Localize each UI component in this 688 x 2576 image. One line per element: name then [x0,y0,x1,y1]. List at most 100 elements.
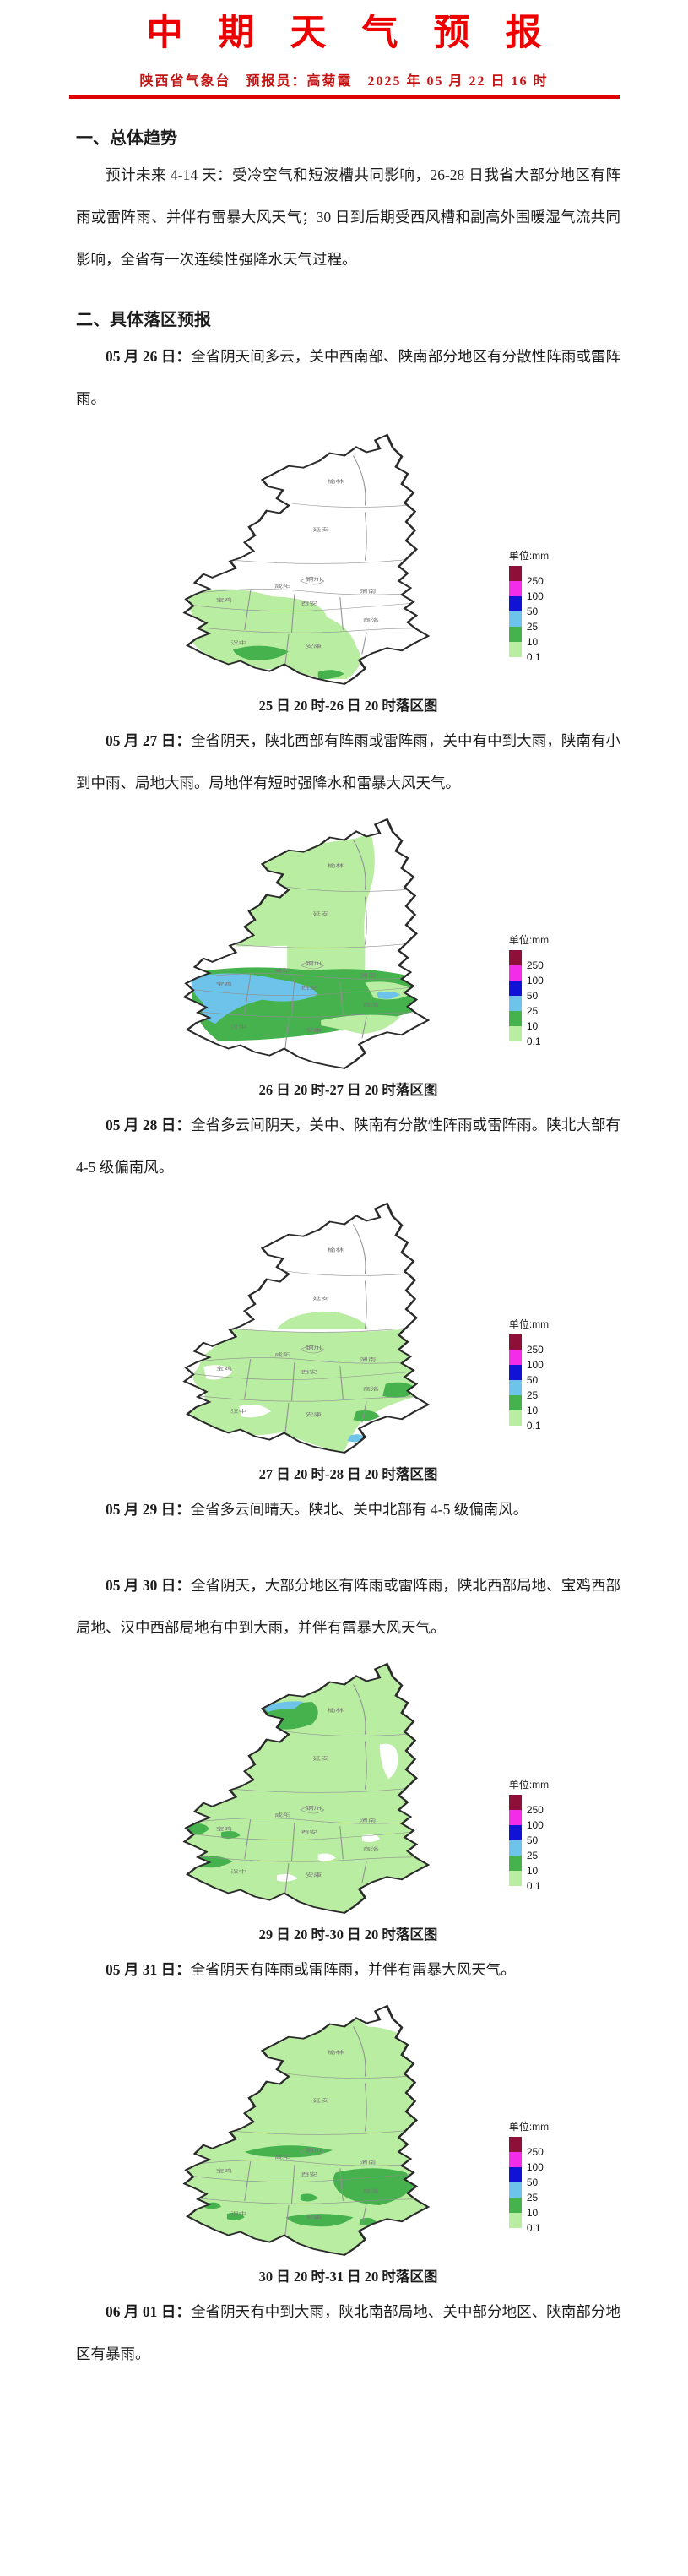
svg-text:安康: 安康 [306,1872,322,1878]
svg-text:汉中: 汉中 [230,1408,246,1414]
legend-color-bar: 250 100 50 25 10 0.1 [508,2137,544,2233]
forecast-paragraph-0601: 06 月 01 日：全省阴天有中到大雨，陕北南部局地、关中部分地区、陕南部分地区… [76,2291,620,2375]
legend-tick-label: 0.1 [526,2222,541,2234]
svg-text:榆林: 榆林 [328,2049,344,2055]
legend-swatch [508,1380,522,1395]
legend-tick-label: 50 [526,2177,539,2188]
legend-tick-label: 10 [526,2207,539,2219]
svg-text:榆林: 榆林 [328,1707,344,1713]
map-caption: 26 日 20 时-27 日 20 时落区图 [258,1082,438,1098]
svg-text:汉中: 汉中 [230,2210,246,2216]
legend-swatch [508,2152,522,2167]
forecast-date: 05 月 28 日： [106,1117,191,1133]
legend-swatch [508,1395,522,1410]
legend-swatch [508,611,522,627]
precip-map-figure-3: 榆林 延安 铜川 渭南 咸阳 宝鸡 西安 商洛 安康 汉中 单位:mm 250 100 50 25 10 0… [76,1198,620,1483]
svg-text:咸阳: 咸阳 [274,967,290,973]
legend-tick-label: 100 [526,590,544,602]
svg-text:宝鸡: 宝鸡 [216,981,232,987]
legend-unit-label: 单位:mm [508,1779,550,1791]
svg-text:榆林: 榆林 [328,478,344,484]
map-caption: 25 日 20 时-26 日 20 时落区图 [258,698,438,714]
legend-tick-label: 10 [526,1865,539,1877]
legend-swatch [508,1795,522,1810]
svg-text:宝鸡: 宝鸡 [216,597,232,603]
document-content: 一、总体趋势 预计未来 4-14 天：受冷空气和短波槽共同影响，26-28 日我… [0,124,688,2375]
legend-tick-label: 0.1 [526,1035,541,1047]
legend-unit-label: 单位:mm [508,550,550,562]
legend-swatch [508,627,522,642]
legend-tick-label: 50 [526,990,539,1002]
forecast-date: 05 月 31 日： [106,1961,191,1978]
legend-tick-label: 25 [526,621,539,633]
legend-swatch [508,1871,522,1886]
svg-text:渭南: 渭南 [360,1817,376,1823]
svg-text:咸阳: 咸阳 [274,583,290,589]
forecast-date: 05 月 26 日： [106,348,191,365]
svg-text:安康: 安康 [306,1412,322,1418]
legend-swatch [508,642,522,657]
svg-text:西安: 西安 [301,601,317,606]
precip-legend: 单位:mm 250 100 50 25 10 0.1 [508,932,550,1046]
legend-swatch [508,1410,522,1426]
svg-text:渭南: 渭南 [360,1356,376,1362]
legend-tick-label: 10 [526,1020,539,1032]
legend-tick-label: 25 [526,2192,539,2204]
section-heading-detail: 二、具体落区预报 [76,311,211,329]
svg-text:商洛: 商洛 [363,1386,379,1392]
svg-text:西安: 西安 [301,985,317,991]
forecast-date: 06 月 01 日： [106,2303,191,2320]
svg-text:咸阳: 咸阳 [274,1351,290,1357]
svg-text:安康: 安康 [306,1028,322,1034]
svg-text:铜川: 铜川 [306,1345,322,1350]
svg-text:商洛: 商洛 [363,1002,379,1008]
precip-legend: 单位:mm 250 100 50 25 10 0.1 [508,548,550,662]
svg-text:咸阳: 咸阳 [274,2154,290,2160]
precip-map-figure-2: 榆林 延安 铜川 渭南 咸阳 宝鸡 西安 商洛 安康 汉中 单位:mm 250 100 50 25 10 0… [76,814,620,1099]
forecast-paragraph-0527: 05 月 27 日：全省阴天，陕北西部有阵雨或雷阵雨，关中有中到大雨，陕南有小到… [76,720,620,804]
legend-tick-label: 10 [526,636,539,648]
svg-text:延安: 延安 [312,910,328,916]
legend-swatch [508,596,522,611]
legend-color-bar: 250 100 50 25 10 0.1 [508,566,544,662]
forecast-text: 全省阴天间多云，关中西南部、陕南部分地区有分散性阵雨或雷阵雨。 [76,348,621,407]
legend-color-bar: 250 100 50 25 10 0.1 [508,950,544,1046]
svg-text:汉中: 汉中 [230,639,246,645]
legend-tick-label: 0.1 [526,1880,541,1892]
legend-tick-label: 25 [526,1389,539,1401]
legend-tick-label: 25 [526,1005,539,1017]
legend-swatch [508,1365,522,1380]
legend-swatch [508,2137,522,2152]
svg-text:铜川: 铜川 [306,2147,322,2153]
map-caption: 29 日 20 时-30 日 20 时落区图 [258,1927,438,1943]
svg-text:咸阳: 咸阳 [274,1812,290,1818]
legend-unit-label: 单位:mm [508,934,550,946]
legend-tick-label: 250 [526,959,544,971]
svg-text:西安: 西安 [301,1369,317,1375]
precip-legend: 单位:mm 250 100 50 25 10 0.1 [508,1317,549,1431]
forecast-date: 05 月 30 日： [106,1577,191,1594]
precip-legend: 单位:mm 250 100 50 25 10 0.1 [508,2119,549,2233]
forecast-text: 全省阴天，大部分地区有阵雨或雷阵雨，陕北西部局地、宝鸡西部局地、汉中西部局地有中… [76,1577,621,1636]
svg-text:宝鸡: 宝鸡 [216,1366,232,1372]
overall-trend-paragraph: 预计未来 4-14 天：受冷空气和短波槽共同影响，26-28 日我省大部分地区有… [76,166,620,268]
svg-text:铜川: 铜川 [306,576,322,582]
legend-swatch [508,1810,522,1825]
svg-text:延安: 延安 [312,2097,328,2103]
forecast-paragraph-0531: 05 月 31 日：全省阴天有阵雨或雷阵雨，并伴有雷暴大风天气。 [76,1948,620,1991]
precip-map-figure-1: 榆林 延安 铜川 渭南 咸阳 宝鸡 西安 商洛 安康 汉中 单位:mm 250 100 50 25 10 0… [76,430,620,715]
legend-tick-label: 250 [526,1344,544,1356]
svg-text:渭南: 渭南 [360,972,376,978]
legend-swatch [508,581,522,596]
svg-text:安康: 安康 [306,644,322,649]
legend-swatch [508,996,522,1011]
legend-tick-label: 25 [526,1850,539,1861]
svg-text:榆林: 榆林 [328,862,344,868]
precip-map-canvas: 榆林 延安 铜川 渭南 咸阳 宝鸡 西安 商洛 安康 汉中 单位:mm 250 100 50 25 10 0… [76,1659,620,1916]
precip-map-canvas: 榆林 延安 铜川 渭南 咸阳 宝鸡 西安 商洛 安康 汉中 单位:mm 250 100 50 25 10 0… [76,814,620,1072]
legend-swatch [508,1011,522,1026]
legend-tick-label: 50 [526,606,539,617]
